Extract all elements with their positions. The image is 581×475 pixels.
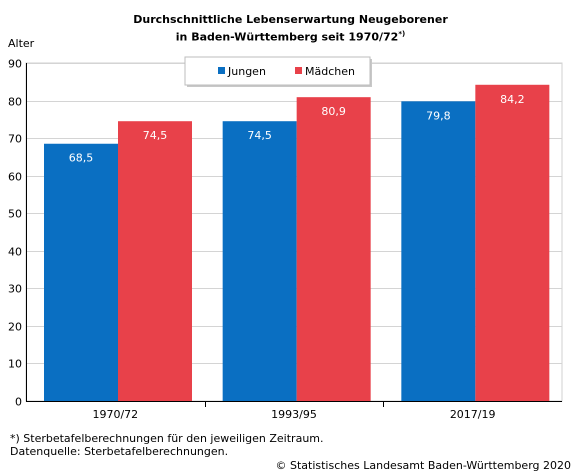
y-tick-label: 10 [8, 358, 22, 371]
x-tick-label: 1970/72 [92, 408, 138, 421]
y-tick-label: 30 [8, 283, 22, 296]
chart-title: Durchschnittliche Lebenserwartung Neugeb… [0, 13, 581, 45]
y-tick-label: 60 [8, 171, 22, 184]
bar-value-label: 74,5 [143, 129, 168, 142]
bar-jungen [44, 143, 118, 401]
y-tick-label: 90 [8, 58, 22, 71]
y-tick-label: 70 [8, 133, 22, 146]
data-source: Datenquelle: Sterbetafelberechnungen. [10, 445, 229, 458]
chart-title-line-1: Durchschnittliche Lebenserwartung Neugeb… [133, 13, 448, 26]
bar-value-label: 74,5 [247, 129, 272, 142]
legend-label-mädchen: Mädchen [305, 65, 355, 78]
footnote: *) Sterbetafelberechnungen für den jewei… [10, 432, 324, 445]
bar-value-label: 84,2 [500, 93, 525, 106]
x-tick-label: 1993/95 [271, 408, 317, 421]
y-axis-label: Alter [8, 37, 35, 50]
bar-jungen [401, 101, 476, 401]
y-tick-label: 40 [8, 246, 22, 259]
legend-swatch-mädchen [295, 67, 302, 74]
copyright: © Statistisches Landesamt Baden-Württemb… [275, 459, 571, 472]
y-tick-label: 80 [8, 96, 22, 109]
y-tick-label: 0 [15, 396, 22, 409]
chart-title-line-2: in Baden-Württemberg seit 1970/72*) [0, 27, 581, 45]
bar-jungen [222, 121, 297, 401]
legend-box [184, 56, 371, 86]
bar-mädchen [475, 84, 550, 401]
bar-value-label: 68,5 [69, 152, 94, 165]
bar-value-label: 79,8 [426, 109, 451, 122]
legend-swatch-jungen [218, 67, 225, 74]
x-tick-label: 2017/19 [450, 408, 496, 421]
y-tick-label: 50 [8, 208, 22, 221]
bar-value-label: 80,9 [321, 105, 346, 118]
bar-chart: 0 10 20 30 40 50 60 70 80 90 68,5 74,5 1970/72 74,5 80… [8, 56, 563, 421]
chart-title-footnote-marker: *) [398, 30, 406, 38]
bar-mädchen [118, 121, 192, 401]
bar-mädchen [296, 97, 371, 402]
y-tick-label: 20 [8, 321, 22, 334]
chart-title-line-2-text: in Baden-Württemberg seit 1970/72 [175, 30, 399, 44]
legend-label-jungen: Jungen [227, 65, 266, 78]
